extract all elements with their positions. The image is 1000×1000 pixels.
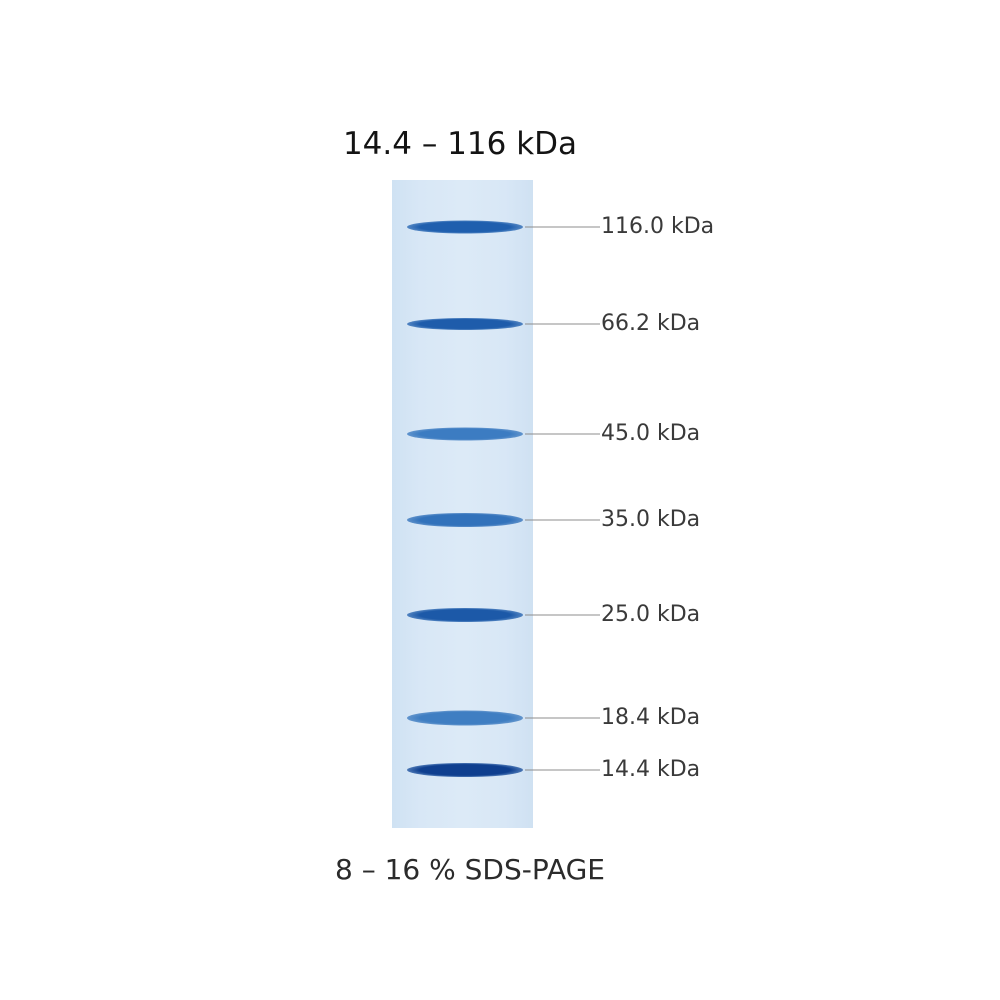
marker-leader-line <box>525 226 600 228</box>
protein-band <box>407 608 523 622</box>
protein-band <box>407 710 523 726</box>
gel-title: 14.4 – 116 kDa <box>342 126 578 162</box>
marker-label: 25.0 kDa <box>601 602 701 627</box>
marker-label: 35.0 kDa <box>601 507 701 532</box>
protein-band <box>407 220 523 234</box>
marker-leader-line <box>525 717 600 719</box>
marker-leader-line <box>525 323 600 325</box>
protein-band <box>407 763 523 777</box>
gel-lane <box>392 180 533 828</box>
marker-leader-line <box>525 614 600 616</box>
marker-leader-line <box>525 433 600 435</box>
marker-label: 18.4 kDa <box>601 705 701 730</box>
marker-label: 116.0 kDa <box>601 214 715 239</box>
marker-label: 14.4 kDa <box>601 757 701 782</box>
protein-band <box>407 318 523 330</box>
protein-band <box>407 427 523 441</box>
gel-caption: 8 – 16 % SDS-PAGE <box>334 853 605 886</box>
marker-label: 45.0 kDa <box>601 421 701 446</box>
marker-leader-line <box>525 519 600 521</box>
marker-leader-line <box>525 769 600 771</box>
protein-band <box>407 513 523 527</box>
marker-label: 66.2 kDa <box>601 311 701 336</box>
